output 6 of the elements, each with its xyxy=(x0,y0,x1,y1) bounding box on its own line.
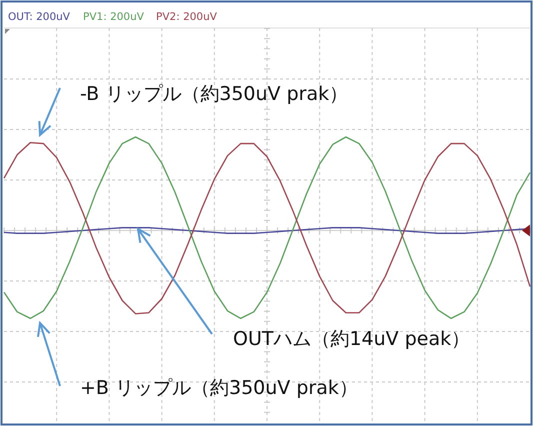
text: -B リップル（約350uV prak） xyxy=(80,83,348,105)
text: OUTハム（約14uV peak） xyxy=(233,328,470,350)
text: +B リップル（約350uV prak） xyxy=(80,377,358,399)
text: OUT: 200uV xyxy=(8,11,71,23)
text: PV1: 200uV xyxy=(83,11,145,23)
text: PV2: 200uV xyxy=(156,11,218,23)
